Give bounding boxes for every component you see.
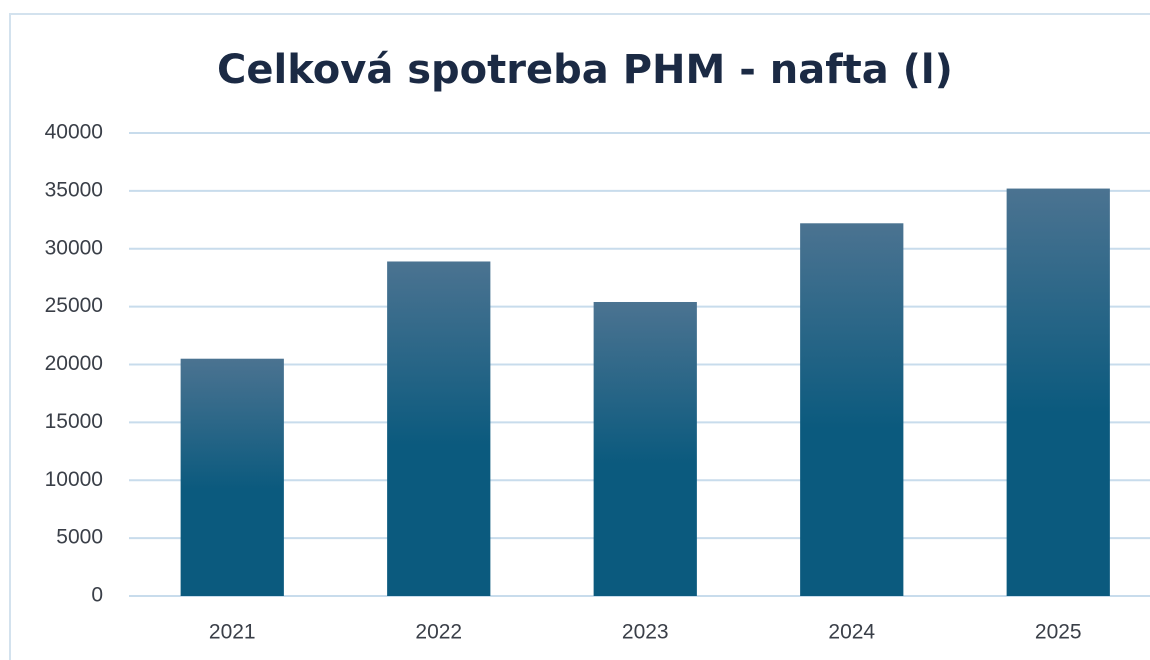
bar [387,261,491,596]
y-tick-label: 35000 [45,178,103,201]
y-tick-label: 20000 [45,352,103,375]
x-tick-label: 2024 [828,621,875,644]
y-tick-label: 40000 [45,121,103,144]
y-tick-label: 5000 [56,526,103,549]
x-tick-label: 2021 [209,621,256,644]
y-tick-label: 0 [91,584,103,607]
y-tick-label: 25000 [45,294,103,317]
x-tick-label: 2025 [1035,621,1082,644]
y-tick-label: 15000 [45,410,103,433]
chart-title: Celková spotreba PHM - nafta (l) [217,47,953,93]
bar [800,223,904,596]
x-tick-label: 2023 [622,621,669,644]
bar [180,358,284,596]
bar [1006,188,1110,596]
y-tick-label: 30000 [45,236,103,259]
frame [9,13,1150,660]
y-tick-label: 10000 [45,468,103,491]
bar [593,301,697,596]
x-tick-label: 2022 [415,621,462,644]
